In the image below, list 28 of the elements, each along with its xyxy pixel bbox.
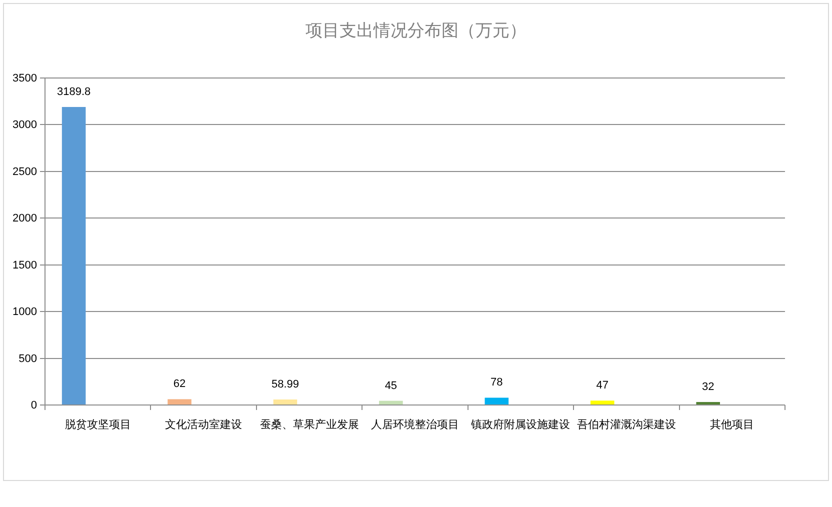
y-tick-label: 500 bbox=[18, 352, 37, 365]
bar bbox=[484, 398, 509, 405]
y-tick-label: 2000 bbox=[12, 212, 37, 225]
y-tick-label: 0 bbox=[30, 400, 37, 412]
data-label: 62 bbox=[173, 378, 186, 390]
data-label: 78 bbox=[490, 376, 503, 389]
bar bbox=[590, 400, 614, 405]
x-tick-label: 其他项目 bbox=[710, 418, 754, 431]
x-tick-label: 脱贫攻坚项目 bbox=[64, 418, 131, 431]
x-tick-label: 吾伯村灌溉沟渠建设 bbox=[576, 418, 676, 431]
y-tick-label: 1500 bbox=[12, 259, 37, 272]
data-label: 45 bbox=[384, 380, 398, 392]
y-tick-label: 3500 bbox=[12, 72, 37, 85]
x-tick-label: 镇政府附属设施建设 bbox=[470, 418, 570, 431]
y-tick-label: 1000 bbox=[12, 306, 37, 318]
x-tick-label: 文化活动室建设 bbox=[165, 418, 242, 431]
x-tick-label: 蚕桑、草果产业发展 bbox=[260, 418, 359, 431]
y-tick-label: 2500 bbox=[12, 166, 37, 178]
chart-title: 项目支出情况分布图（万元） bbox=[306, 21, 526, 40]
x-tick-label: 人居环境整治项目 bbox=[371, 418, 459, 431]
data-label: 58.99 bbox=[271, 378, 299, 390]
data-label: 47 bbox=[596, 380, 609, 392]
data-label: 3189.8 bbox=[56, 86, 91, 98]
bar bbox=[168, 399, 192, 405]
y-tick-label: 3000 bbox=[12, 119, 37, 132]
bar bbox=[273, 399, 298, 405]
data-label: 32 bbox=[702, 381, 714, 394]
bar bbox=[62, 106, 86, 405]
